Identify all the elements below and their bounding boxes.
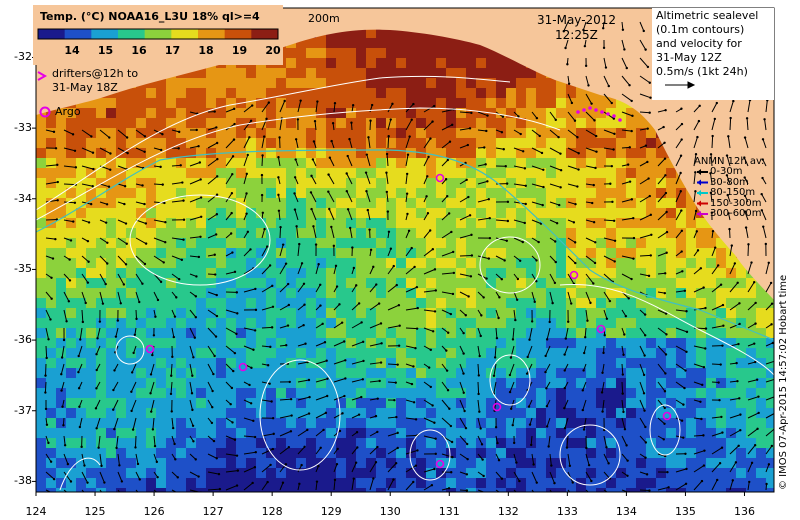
y-tick-label: -33 [14, 121, 32, 135]
anmn-depth-label: 300-600m [710, 208, 762, 219]
anmn-depth-label: 0-30m [710, 166, 743, 177]
y-tick-label: -34 [14, 191, 32, 205]
land-mass [36, 8, 774, 300]
colorbar-tick: 20 [265, 44, 281, 57]
drifter-legend-symbol [37, 71, 48, 81]
bathymetry-200m [36, 149, 774, 341]
colorbar-tick: 19 [231, 44, 248, 57]
altimetry-note-2: (0.1m contours) [656, 23, 745, 36]
anmn-arrowhead [697, 169, 701, 175]
velocity-scale-arrow [665, 81, 696, 89]
velocity-scale-label: 0.5m/s (1kt 24h) [656, 65, 748, 78]
anmn-depth-label: 30-80m [710, 176, 749, 188]
colorbar-title: Temp. (°C) NOAA16_L3U 18% ql>=4 [40, 10, 260, 23]
anmn-arrowhead [697, 211, 701, 217]
argo-floats [145, 173, 672, 469]
y-tick-label: -32 [14, 50, 32, 64]
x-tick-label: 131 [438, 505, 460, 518]
colorbar-tick: 14 [64, 44, 80, 57]
velocity-vectors [44, 18, 774, 492]
bathymetry-label: 200m [308, 12, 340, 25]
y-tick-label: -38 [14, 474, 32, 488]
colorbar [37, 28, 279, 40]
x-tick-label: 132 [497, 505, 519, 518]
altimetry-note-4: 31-May 12Z [656, 51, 722, 64]
x-tick-label: 127 [202, 505, 224, 518]
anmn-title: ANMN 12h av. [694, 156, 765, 167]
anmn-arrowhead [697, 179, 701, 186]
x-tick-label: 130 [379, 505, 401, 518]
y-tick-label: -37 [14, 403, 32, 417]
x-tick-label: 134 [615, 505, 637, 518]
drifters-label-1: drifters@12h to [52, 67, 139, 80]
credit-text: © IMOS 07-Apr-2015 14:57:02 Hobart time [778, 274, 789, 490]
anmn-legend [697, 169, 708, 217]
anmn-depth-label: 80-150m [710, 187, 756, 198]
map-frame [35, 7, 775, 493]
y-tick-label: -36 [14, 333, 32, 347]
altimetry-contours [36, 75, 774, 491]
x-tick-label: 128 [261, 505, 283, 518]
drifter-track [576, 106, 622, 122]
y-tick-label: -35 [14, 262, 32, 276]
argo-label: Argo [55, 105, 81, 118]
colorbar-tick: 18 [198, 44, 214, 57]
anmn-arrowhead [697, 190, 701, 196]
x-tick-label: 124 [25, 505, 47, 518]
argo-legend-symbol [39, 106, 51, 118]
x-tick-label: 126 [143, 505, 165, 518]
anmn-arrowhead [697, 200, 701, 207]
x-tick-label: 136 [733, 505, 755, 518]
altimetry-note-1: Altimetric sealevel [656, 9, 759, 22]
colorbar-tick: 16 [131, 44, 147, 57]
colorbar-tick: 17 [164, 44, 181, 57]
x-tick-label: 135 [674, 505, 696, 518]
x-tick-label: 125 [84, 505, 106, 518]
anmn-depth-label: 150-300m [710, 197, 762, 209]
altimetry-note-3: and velocity for [656, 37, 742, 50]
x-tick-label: 133 [556, 505, 578, 518]
colorbar-tick: 15 [97, 44, 114, 57]
date-label: 31-May-2012 [537, 13, 617, 27]
time-label: 12:25Z [555, 28, 598, 42]
drifters-label-2: 31-May 18Z [52, 81, 118, 94]
x-tick-label: 129 [320, 505, 342, 518]
